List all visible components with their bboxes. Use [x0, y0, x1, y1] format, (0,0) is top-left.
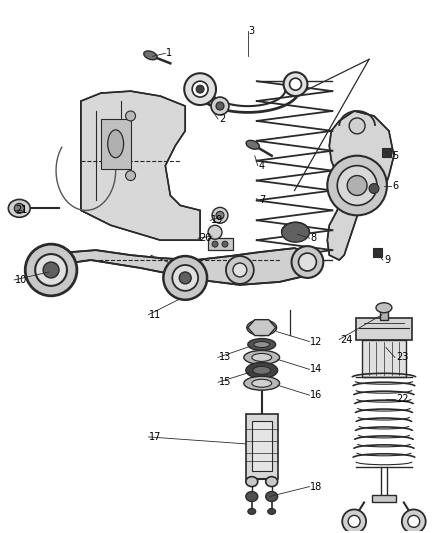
Ellipse shape [347, 175, 367, 196]
Ellipse shape [348, 515, 360, 527]
Bar [252, 421, 272, 471]
Polygon shape [39, 248, 319, 285]
Ellipse shape [246, 477, 258, 487]
Ellipse shape [327, 156, 387, 215]
Ellipse shape [216, 102, 224, 110]
Text: 6: 6 [392, 181, 398, 190]
Bar [373, 248, 382, 257]
Ellipse shape [266, 491, 278, 502]
Ellipse shape [226, 256, 254, 284]
Ellipse shape [292, 246, 323, 278]
Text: 22: 22 [396, 394, 408, 404]
Text: 20: 20 [199, 233, 212, 243]
Ellipse shape [247, 320, 277, 336]
Text: 12: 12 [311, 336, 323, 346]
Ellipse shape [253, 366, 271, 374]
Ellipse shape [126, 111, 135, 121]
Ellipse shape [376, 303, 392, 313]
Ellipse shape [244, 351, 279, 365]
Text: 21: 21 [15, 205, 28, 215]
Ellipse shape [282, 222, 309, 242]
Text: 3: 3 [249, 27, 255, 36]
Bar [362, 340, 406, 377]
Ellipse shape [25, 244, 77, 296]
Ellipse shape [369, 183, 379, 193]
Ellipse shape [14, 204, 24, 213]
Text: 4: 4 [259, 160, 265, 171]
Text: 8: 8 [311, 233, 317, 243]
Ellipse shape [252, 379, 272, 387]
Ellipse shape [212, 241, 218, 247]
Ellipse shape [172, 265, 198, 291]
Ellipse shape [208, 225, 222, 239]
Bar [382, 148, 391, 157]
Ellipse shape [233, 263, 247, 277]
Text: 1: 1 [166, 49, 173, 58]
Ellipse shape [342, 510, 366, 533]
Ellipse shape [212, 207, 228, 223]
Bar [101, 119, 131, 168]
Ellipse shape [246, 140, 259, 149]
Ellipse shape [254, 342, 270, 348]
Ellipse shape [192, 81, 208, 97]
Ellipse shape [184, 73, 216, 105]
Text: 13: 13 [219, 352, 231, 362]
Polygon shape [327, 111, 394, 260]
Ellipse shape [246, 362, 278, 378]
Bar [380, 308, 388, 320]
Ellipse shape [216, 212, 224, 219]
Text: 15: 15 [219, 377, 231, 387]
Text: 5: 5 [392, 151, 398, 161]
Text: 23: 23 [396, 352, 408, 362]
Ellipse shape [268, 508, 276, 514]
Bar [208, 238, 233, 250]
Text: 16: 16 [311, 390, 323, 400]
Text: 14: 14 [311, 365, 323, 374]
Ellipse shape [163, 256, 207, 300]
Ellipse shape [244, 376, 279, 390]
Ellipse shape [402, 510, 426, 533]
Text: 7: 7 [259, 196, 265, 205]
Ellipse shape [298, 253, 316, 271]
Text: 18: 18 [311, 482, 323, 491]
Ellipse shape [408, 515, 420, 527]
Ellipse shape [337, 166, 377, 205]
Ellipse shape [248, 338, 276, 351]
Text: 24: 24 [340, 335, 353, 344]
Ellipse shape [179, 272, 191, 284]
Polygon shape [81, 91, 200, 240]
Text: 2: 2 [219, 114, 225, 124]
Ellipse shape [108, 130, 124, 158]
Ellipse shape [126, 171, 135, 181]
Bar [372, 495, 396, 503]
Ellipse shape [43, 262, 59, 278]
Ellipse shape [196, 85, 204, 93]
Text: 11: 11 [149, 310, 162, 320]
Text: 10: 10 [15, 275, 28, 285]
Bar [356, 318, 412, 340]
Text: 19: 19 [211, 215, 223, 225]
Ellipse shape [246, 491, 258, 502]
Ellipse shape [266, 477, 278, 487]
Ellipse shape [222, 241, 228, 247]
Polygon shape [248, 320, 276, 336]
Ellipse shape [290, 78, 301, 90]
Ellipse shape [283, 72, 307, 96]
Ellipse shape [349, 118, 365, 134]
Ellipse shape [8, 199, 30, 217]
Bar [246, 414, 278, 479]
Ellipse shape [35, 254, 67, 286]
Text: 9: 9 [384, 255, 390, 265]
Ellipse shape [211, 97, 229, 115]
Ellipse shape [252, 353, 272, 361]
Ellipse shape [248, 508, 256, 514]
Ellipse shape [144, 51, 157, 60]
Text: 17: 17 [149, 432, 162, 442]
